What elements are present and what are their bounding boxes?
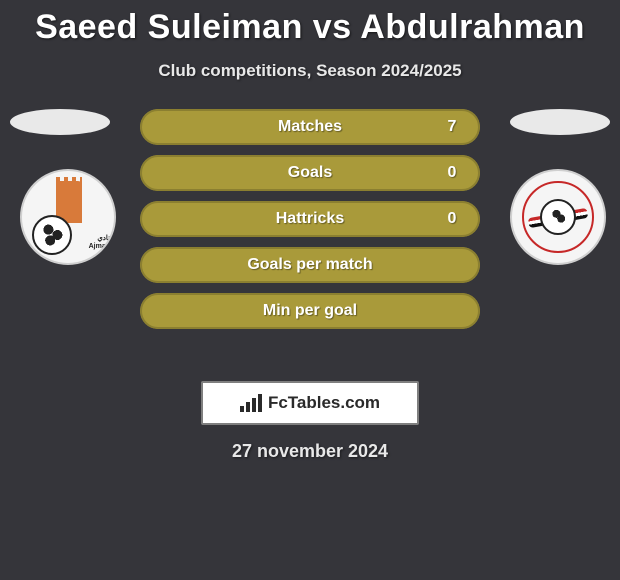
comparison-panel: ناديAjman Matches7 Goals0 Hattricks0 Goals … — [0, 109, 620, 369]
stat-row: Goals per match — [140, 247, 480, 283]
stats-list: Matches7 Goals0 Hattricks0 Goals per match M… — [140, 109, 480, 329]
club-logo-left: ناديAjman — [20, 169, 116, 265]
ajman-logo-icon: ناديAjman — [28, 177, 108, 257]
stat-label: Goals — [140, 164, 480, 182]
brand-text: FcTables.com — [268, 393, 380, 413]
player-right-oval — [510, 109, 610, 135]
player-left-block: ناديAjman — [0, 109, 110, 249]
subtitle: Club competitions, Season 2024/2025 — [0, 61, 620, 81]
club-logo-right — [510, 169, 606, 265]
stat-row: Hattricks0 — [140, 201, 480, 237]
stat-label: Goals per match — [140, 256, 480, 274]
player-left-oval — [10, 109, 110, 135]
bars-icon — [240, 394, 262, 412]
stat-row: Min per goal — [140, 293, 480, 329]
stat-label: Matches — [140, 118, 480, 136]
stat-label: Min per goal — [140, 302, 480, 320]
page-title: Saeed Suleiman vs Abdulrahman — [0, 0, 620, 47]
stat-row: Matches7 — [140, 109, 480, 145]
brand-badge[interactable]: FcTables.com — [201, 381, 419, 425]
snapshot-date: 27 november 2024 — [0, 441, 620, 462]
club-right-logo-icon — [518, 177, 598, 257]
player-right-block — [510, 109, 620, 249]
stat-row: Goals0 — [140, 155, 480, 191]
stat-label: Hattricks — [140, 210, 480, 228]
